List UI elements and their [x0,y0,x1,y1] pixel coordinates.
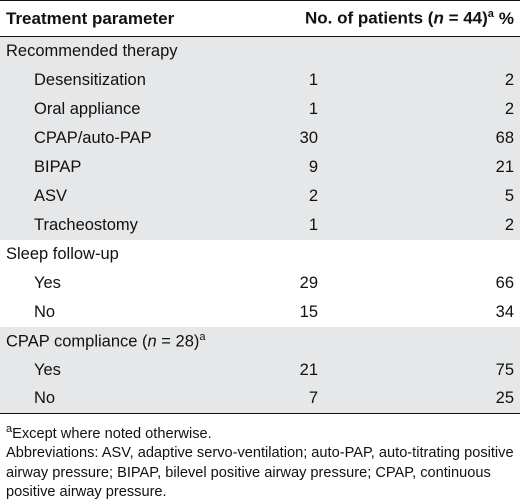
patient-count: 1 [263,94,470,124]
table-row: CPAP/auto-PAP 30 68 [0,123,520,153]
table-row: Yes 29 66 [0,269,520,298]
table-body: Recommended therapy Desensitization 1 2 Oral… [0,36,520,414]
table-row: Desensitization 1 2 [0,65,520,95]
section-header-row: Recommended therapy [0,36,520,66]
header-treatment-parameter: Treatment parameter [0,0,263,37]
row-label: Yes [34,273,61,292]
percentage: 75 [470,355,520,385]
percentage: 5 [470,181,520,211]
patient-count: 1 [263,210,470,240]
section-title: Sleep follow-up [6,244,119,263]
percentage: 2 [470,210,520,240]
percentage: 25 [470,384,520,414]
patient-count: 7 [263,384,470,414]
header-row: Treatment parameter No. of patients (n =… [0,0,520,37]
section-header-row: CPAP compliance (n = 28)a [0,326,520,356]
header-percent: % [470,0,520,37]
section-title: Recommended therapy [0,36,520,66]
percentage: 66 [495,273,514,292]
row-label: ASV [0,181,263,211]
patient-count: 1 [263,65,470,95]
patient-count: 30 [263,123,470,153]
treatment-table: Treatment parameter No. of patients (n =… [0,0,520,414]
table-row: Yes 21 75 [0,355,520,385]
row-label: Yes [0,355,263,385]
footnotes: aExcept where noted otherwise. Abbreviat… [0,414,520,503]
row-label: Oral appliance [0,94,263,124]
row-label: Desensitization [0,65,263,95]
footnote-abbreviations: Abbreviations: ASV, adaptive servo-venti… [6,445,514,501]
row-label: BIPAP [0,152,263,182]
percentage: 21 [470,152,520,182]
patient-count: 21 [263,355,470,385]
patient-count: 15 [299,302,318,321]
percentage: 2 [470,65,520,95]
percentage: 34 [495,302,514,321]
table-row: No 15 34 [0,298,520,327]
row-label: CPAP/auto-PAP [0,123,263,153]
table-row: Oral appliance 1 2 [0,94,520,124]
percentage: 68 [470,123,520,153]
patient-count: 2 [263,181,470,211]
section-header-row: Sleep follow-up [0,240,520,269]
table-row: ASV 2 5 [0,181,520,211]
patient-count: 9 [263,152,470,182]
row-label: No [34,302,56,321]
row-label: Tracheostomy [0,210,263,240]
row-label: No [0,384,263,414]
footnote-a: aExcept where noted otherwise. [6,423,212,442]
table-row: No 7 25 [0,384,520,414]
section-title: CPAP compliance (n = 28)a [0,326,520,356]
header-no-of-patients: No. of patients (n = 44)a [263,0,494,37]
patient-count: 29 [299,273,318,292]
percentage: 2 [470,94,520,124]
table-row: Tracheostomy 1 2 [0,210,520,240]
table-row: BIPAP 9 21 [0,152,520,182]
